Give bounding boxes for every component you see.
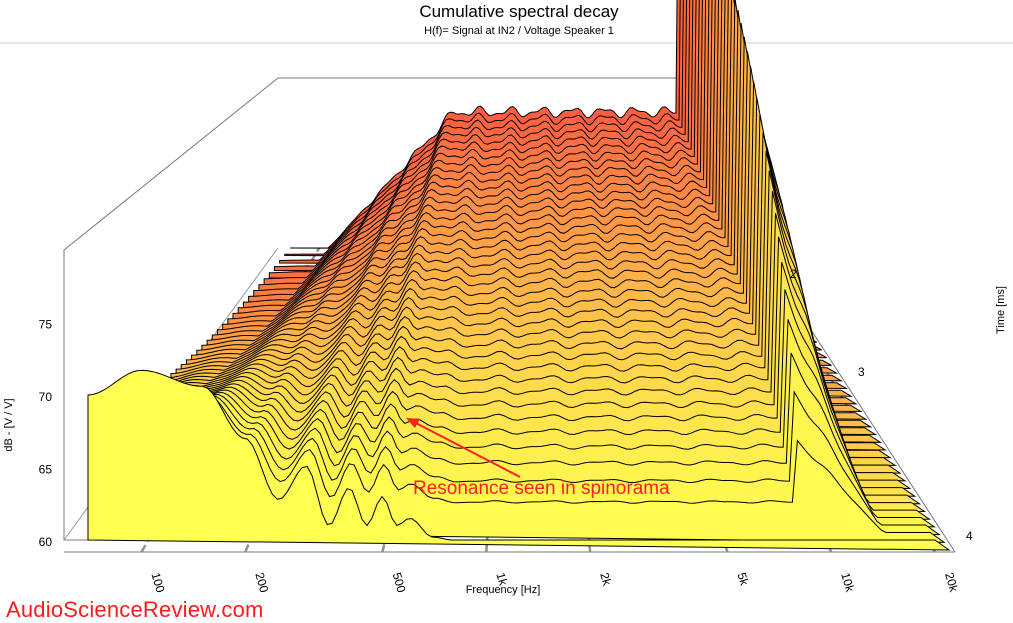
chart-subtitle: H(f)= Signal at IN2 / Voltage Speaker 1 xyxy=(424,25,614,37)
y-tick-label: 70 xyxy=(39,390,53,404)
y-tick-label: 75 xyxy=(39,318,53,332)
annotation-arrow xyxy=(411,420,521,478)
z-tick-label: 3 xyxy=(858,365,865,379)
decay-slices xyxy=(87,0,951,551)
x-tick-label: 5k xyxy=(734,571,751,588)
y-tick-label: 60 xyxy=(39,535,53,549)
x-tick-label: 20k xyxy=(942,571,961,594)
y-axis-title: dB - [V / V] xyxy=(3,398,15,451)
chart-title: Cumulative spectral decay xyxy=(419,2,619,21)
x-tick-label: 200 xyxy=(252,571,271,594)
z-tick-label: 2 xyxy=(790,267,797,281)
x-tick-label: 100 xyxy=(149,571,168,594)
annotation-text: Resonance seen in spinorama xyxy=(413,478,670,499)
arrow-head xyxy=(406,418,420,428)
y-tick-label: 65 xyxy=(39,463,53,477)
z-axis-title: Time [ms] xyxy=(995,286,1007,334)
x-axis-title: Frequency [Hz] xyxy=(466,584,541,596)
x-tick-label: 2k xyxy=(597,571,614,588)
x-tick-label: 500 xyxy=(390,571,409,594)
annotation-group: Resonance seen in spinorama xyxy=(406,418,670,499)
decay-slice xyxy=(87,369,951,551)
x-tick-label: 1k xyxy=(493,571,510,588)
watermark-text: AudioScienceReview.com xyxy=(6,597,264,622)
axes: 60 65 70 75 100 200 500 1k 2k 5k 10k 20k 2 3 4 xyxy=(39,267,973,594)
z-tick-label: 4 xyxy=(966,529,973,543)
x-tick-label: 10k xyxy=(838,571,857,594)
